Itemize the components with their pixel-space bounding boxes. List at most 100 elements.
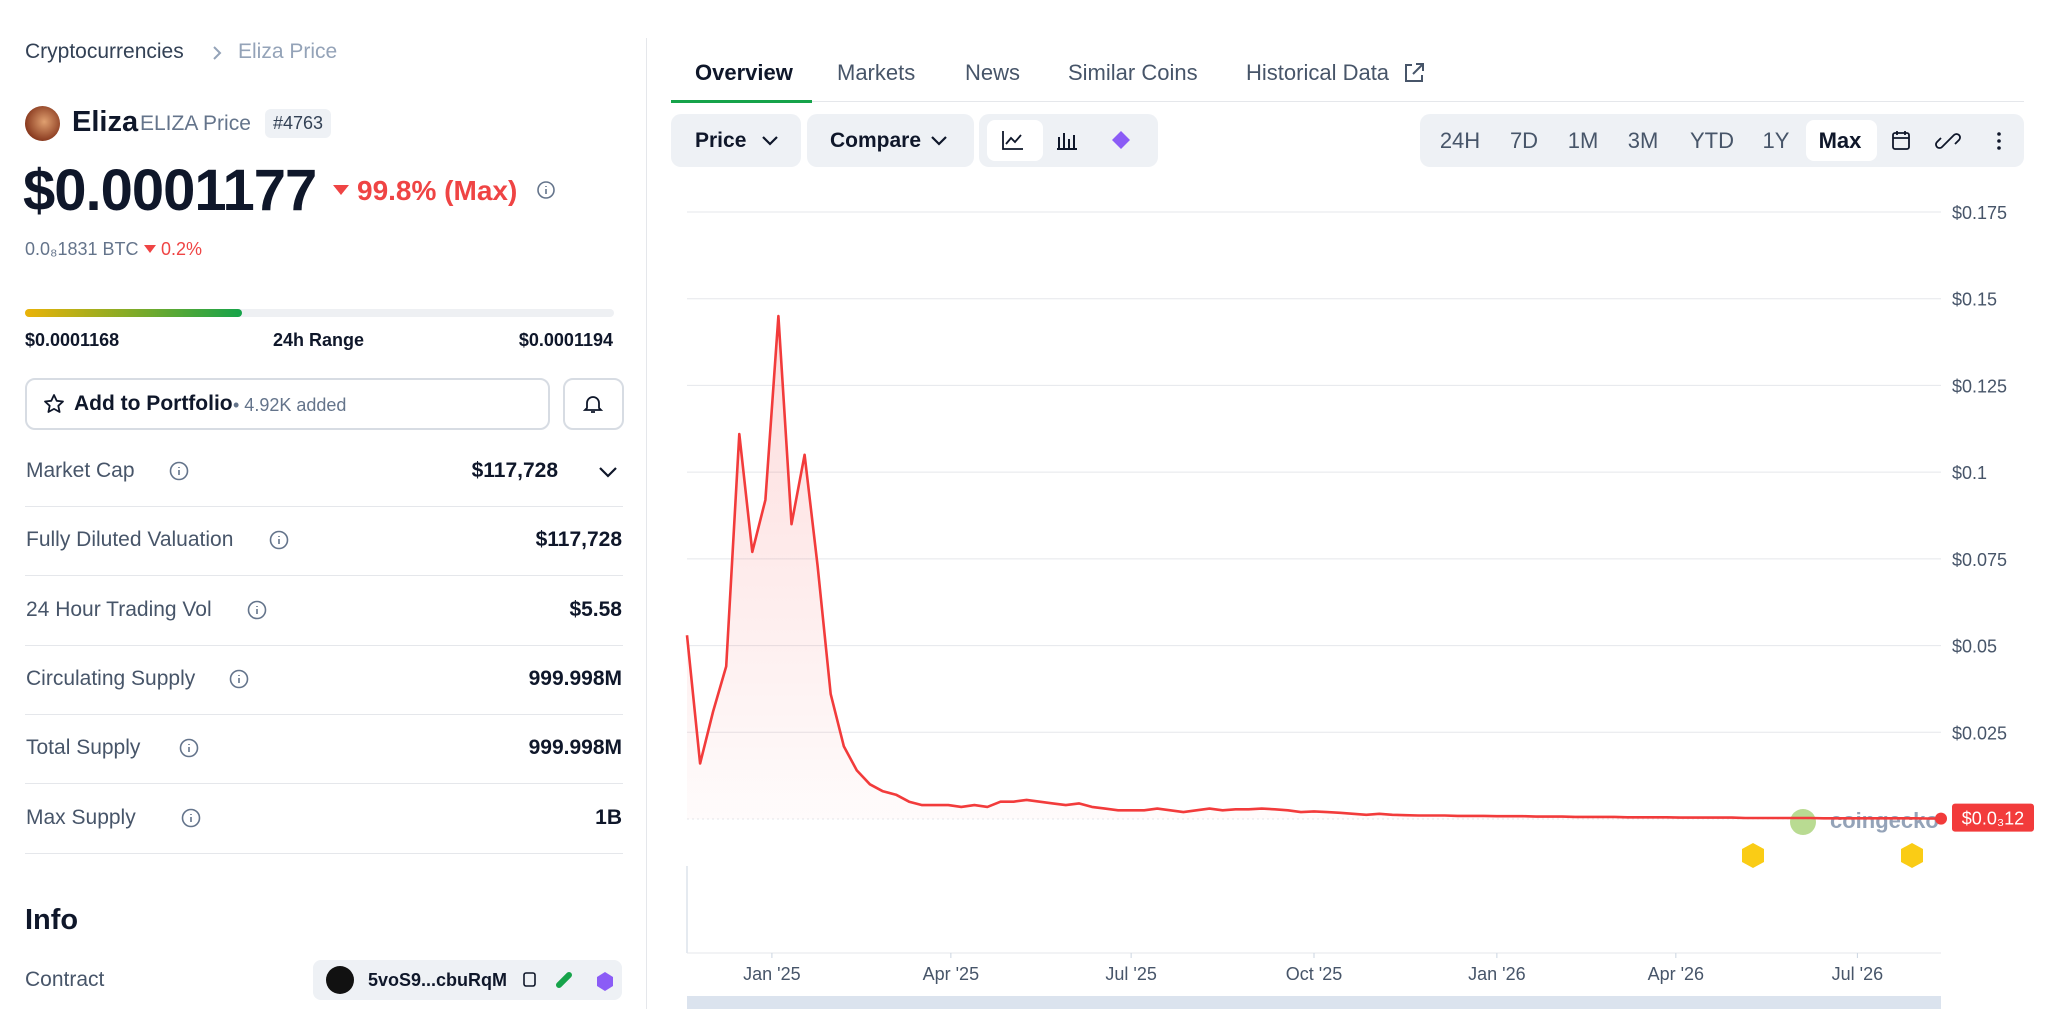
coin-rank: #4763 — [265, 109, 332, 138]
x-tick-label: Jul '26 — [1832, 964, 1883, 984]
breadcrumb-current: Eliza Price — [238, 40, 338, 63]
info-icon[interactable] — [228, 668, 250, 690]
watermark: coingecko — [1830, 808, 1939, 833]
tab[interactable]: Overview — [695, 60, 793, 85]
stat-value: $117,728 — [471, 459, 558, 482]
y-tick-label: $0.125 — [1952, 376, 2007, 396]
y-tick-label: $0.175 — [1952, 203, 2007, 223]
alert-button[interactable] — [563, 378, 624, 430]
stat-label: 24 Hour Trading Vol — [26, 597, 212, 621]
range-fill — [25, 309, 242, 317]
timeframe-button[interactable]: YTD — [1690, 128, 1734, 153]
info-icon[interactable] — [536, 180, 556, 200]
stat-value: $117,728 — [535, 528, 622, 552]
coin-symbol: ELIZA Price — [140, 112, 251, 135]
stat-label: Market Cap — [26, 459, 135, 482]
tab[interactable]: Similar Coins — [1068, 60, 1198, 85]
timeframe-group — [1420, 114, 2024, 167]
contract-label: Contract — [25, 968, 105, 991]
y-tick-label: $0.1 — [1952, 463, 1987, 483]
contract-pill[interactable]: 5voS9...cbuRqM — [313, 960, 622, 1000]
price-line — [685, 314, 1942, 820]
y-tick-label: $0.05 — [1952, 637, 1997, 657]
add-portfolio-label: Add to Portfolio — [74, 392, 233, 415]
breadcrumb-link[interactable]: Cryptocurrencies — [25, 40, 184, 63]
info-icon[interactable] — [178, 737, 200, 759]
stat-value: 999.998M — [528, 666, 622, 690]
add-portfolio-button[interactable]: Add to Portfolio • 4.92K added — [25, 378, 550, 430]
last-price-dot — [1935, 812, 1947, 825]
navigator[interactable] — [687, 996, 1941, 1009]
stat-value: $5.58 — [569, 597, 622, 621]
down-arrow — [144, 245, 156, 253]
contract-actions[interactable] — [521, 970, 617, 992]
stat-value: 999.998M — [528, 736, 622, 760]
stat-label: Total Supply — [26, 736, 141, 760]
timeframe-active-bg — [1806, 120, 1877, 161]
tab[interactable]: Historical Data — [1246, 60, 1390, 85]
timeframe-button[interactable]: Max — [1818, 128, 1862, 153]
contract-address: 5voS9...cbuRqM — [368, 970, 508, 990]
range-low: $0.0001168 — [25, 330, 120, 350]
info-title: Info — [25, 904, 79, 936]
range-track — [25, 309, 614, 317]
tab-baseline — [671, 101, 2024, 102]
down-arrow — [333, 185, 349, 195]
y-tick-label: $0.15 — [1952, 290, 1997, 310]
tab[interactable]: Markets — [837, 60, 916, 85]
x-tick-label: Jan '26 — [1468, 964, 1525, 984]
x-tick-label: Apr '25 — [923, 964, 979, 984]
y-tick-label: $0.075 — [1952, 550, 2007, 570]
timeframe-button[interactable]: 3M — [1627, 128, 1659, 153]
row-separator — [25, 713, 623, 715]
event-marker[interactable] — [1901, 843, 1923, 868]
coin-icon — [25, 106, 60, 141]
x-tick-label: Jul '25 — [1105, 964, 1156, 984]
btc-change: 0.2% — [161, 239, 203, 259]
chart-tool-icons[interactable] — [1890, 129, 2015, 153]
chart-type-icons[interactable] — [1001, 129, 1131, 153]
timeframe-button[interactable]: 1Y — [1762, 128, 1790, 153]
row-separator — [25, 575, 623, 577]
chart-type-group — [979, 114, 1158, 167]
x-tick-label: Apr '26 — [1648, 964, 1704, 984]
timeframe-button[interactable]: 24H — [1439, 128, 1481, 153]
portfolio-count: • 4.92K added — [233, 395, 347, 415]
stat-label: Fully Diluted Valuation — [26, 528, 234, 552]
external-link-icon — [1405, 63, 1424, 82]
x-tick-label: Jan '25 — [743, 964, 800, 984]
watermark-logo — [1790, 809, 1816, 835]
compare-dropdown[interactable]: Compare — [807, 114, 974, 167]
tab[interactable]: News — [965, 60, 1021, 85]
line-chart-button[interactable] — [987, 120, 1043, 161]
price-dropdown-label: Price — [695, 129, 747, 152]
stat-value: 1B — [595, 805, 622, 829]
price-dropdown[interactable]: Price — [671, 114, 801, 167]
timeframe-button[interactable]: 1M — [1567, 128, 1599, 153]
row-separator — [25, 783, 623, 785]
y-tick-label: $0.025 — [1952, 723, 2007, 743]
coin-price: $0.0001177 — [23, 158, 317, 223]
bell-icon — [582, 396, 604, 413]
info-icon[interactable] — [168, 460, 190, 482]
row-separator — [25, 852, 623, 854]
stat-label: Circulating Supply — [26, 666, 196, 690]
row-separator — [25, 644, 623, 646]
event-marker[interactable] — [1742, 843, 1764, 868]
range-label: 24h Range — [273, 330, 365, 350]
timeframe-button[interactable]: 7D — [1509, 128, 1539, 153]
expand-chevron[interactable] — [598, 465, 618, 479]
panel-divider — [646, 38, 647, 1009]
row-separator — [25, 506, 623, 507]
chain-icon — [326, 966, 354, 994]
chevron-icon — [931, 136, 947, 146]
range-high: $0.0001194 — [518, 330, 613, 350]
info-icon[interactable] — [268, 529, 290, 551]
info-icon[interactable] — [180, 807, 202, 829]
info-icon[interactable] — [246, 599, 268, 621]
coin-name: Eliza — [72, 106, 139, 138]
tab-underline — [671, 100, 812, 103]
chevron-icon — [762, 136, 778, 146]
